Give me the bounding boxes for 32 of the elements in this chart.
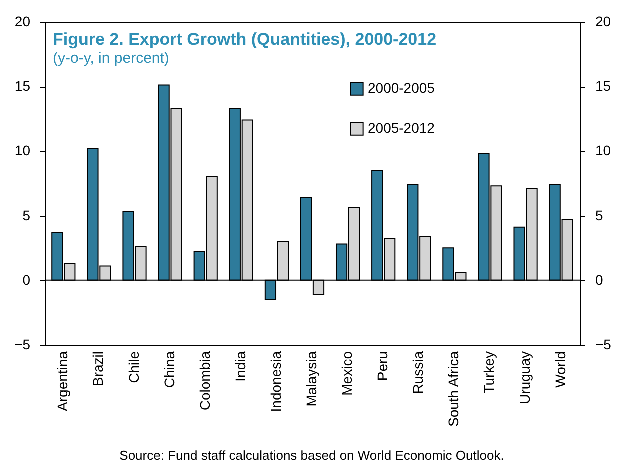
y2-tick-label: 15 [596,78,612,94]
y2-tick-label: 10 [596,142,612,159]
x-tick-label: Turkey [481,352,498,394]
y-tick-label: 20 [14,14,31,30]
x-tick-label: Chile [126,351,142,384]
y2-tick-label: −5 [596,336,612,352]
x-tick-label: South Africa [446,351,462,427]
x-tick-label: Mexico [339,351,356,396]
x-tick-label: Brazil [90,352,106,387]
x-tick-label: Russia [410,351,426,394]
y2-tick-label: 5 [596,207,604,224]
source-note: Source: Fund staff calculations based on World Economic Outlook. [118,448,506,463]
y2-tick-label: 20 [596,14,612,30]
text: (y-o-y, in percent) [53,50,170,67]
x-tick-label: Argentina [54,351,71,412]
x-tick-label: Malaysia [304,351,320,407]
y-tick-label: 10 [14,142,31,159]
y-tick-label: 15 [14,78,31,94]
x-tick-label: Indonesia [268,351,284,412]
x-tick-label: China [161,351,178,388]
y2-tick-label: 0 [596,272,604,288]
y-tick-label: 5 [22,207,31,224]
legend-label: 2000-2005 [368,80,436,96]
x-tick-label: Peru [374,352,391,382]
x-tick-label: Colombia [196,351,213,411]
legend-label: 2005-2012 [368,120,436,136]
y-tick-label: −5 [14,336,31,352]
chart-title: Figure 2. Export Growth (Quantities), 2000-2012 [53,30,437,49]
x-tick-label: World [552,352,568,388]
x-tick-label: India [232,351,248,382]
x-tick-label: Uruguay [516,352,533,404]
y-tick-label: 0 [22,272,31,288]
